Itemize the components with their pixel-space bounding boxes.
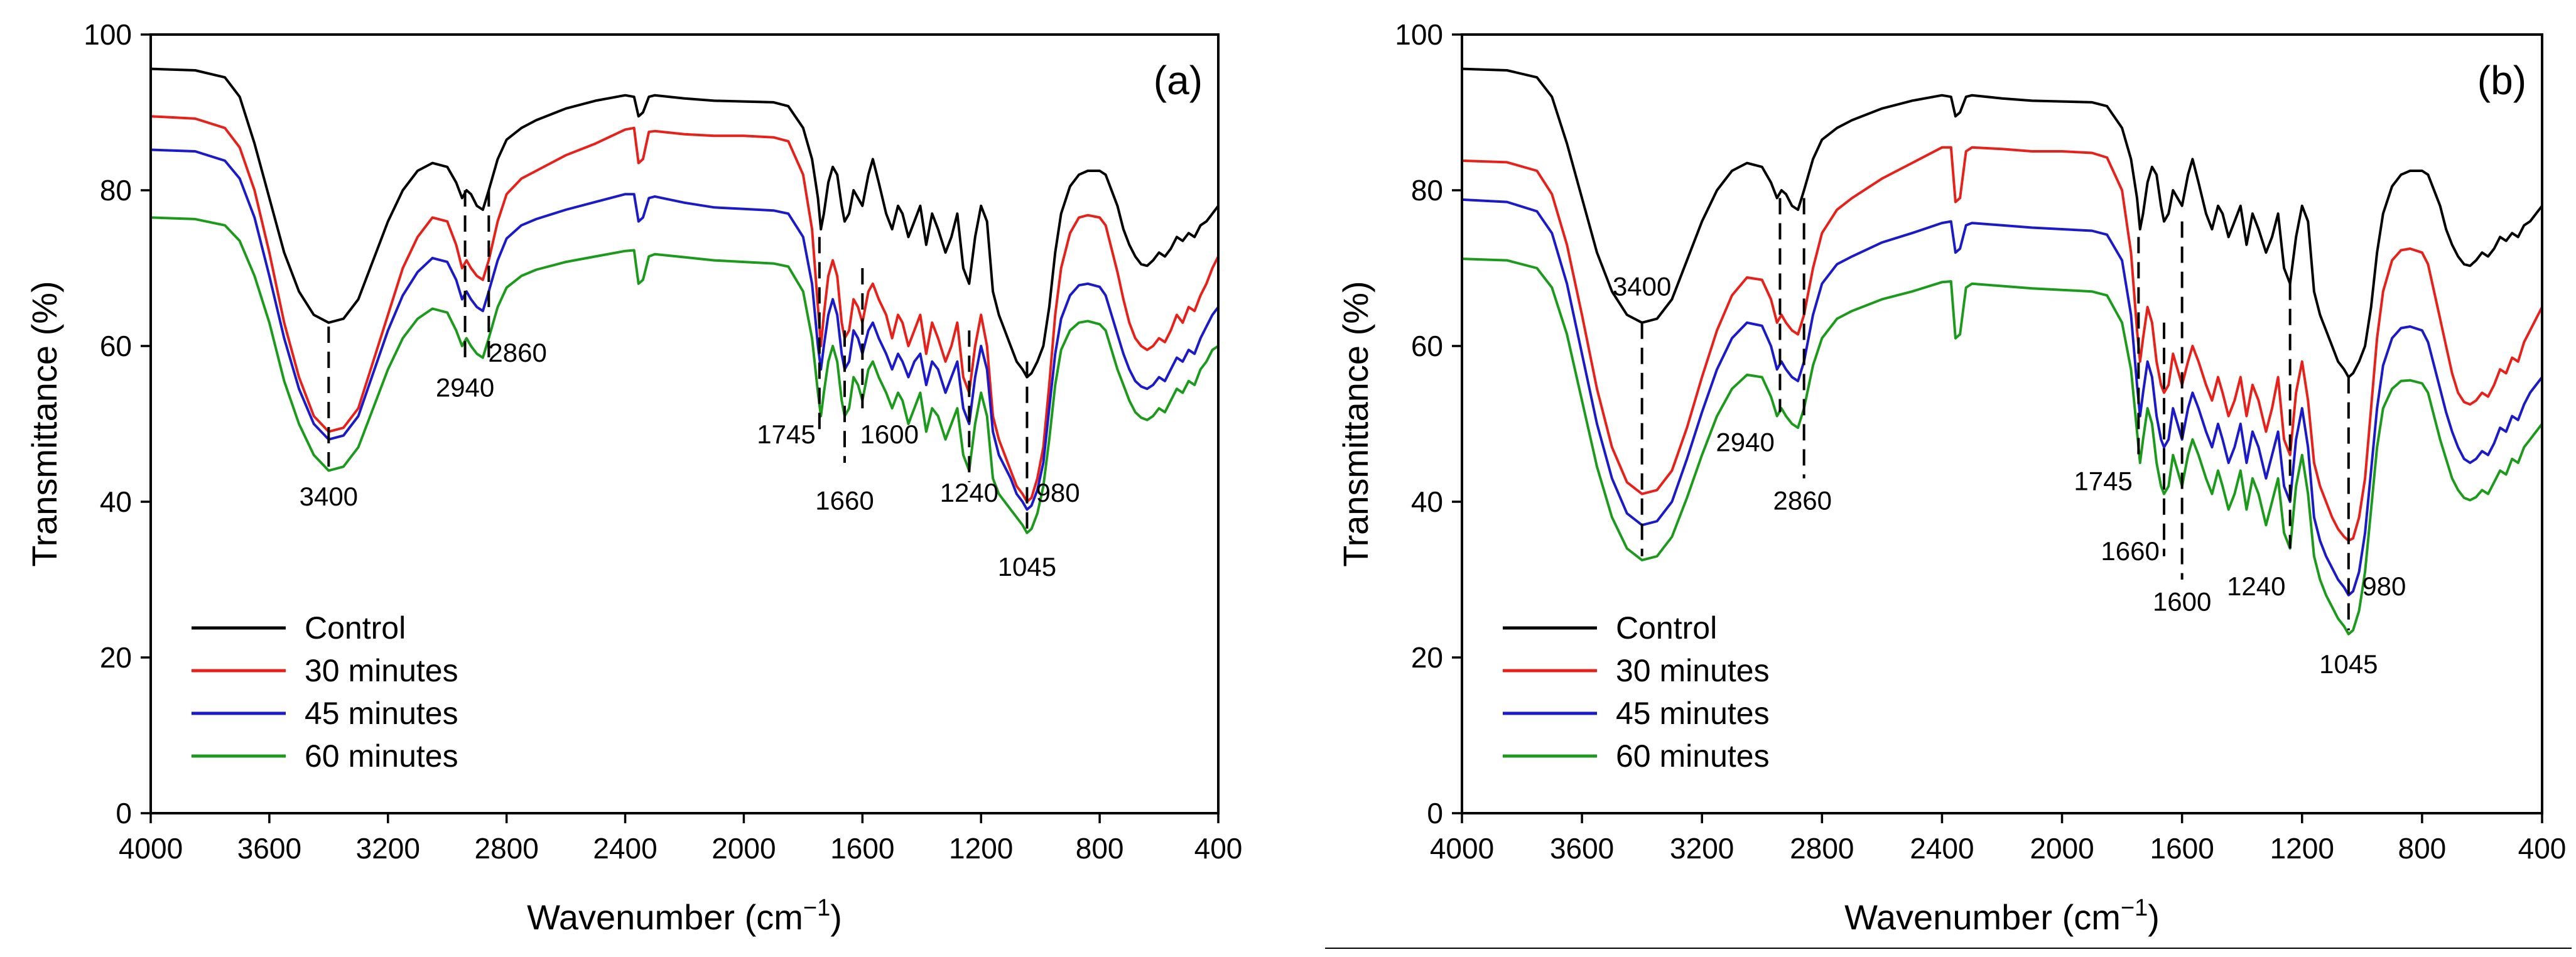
peak-label-1045: 1045 (2319, 649, 2378, 679)
peak-label-980: 980 (1036, 478, 1080, 507)
series-line-60-minutes (1461, 257, 2543, 635)
y-tick-label: 100 (84, 18, 132, 51)
y-tick-label: 100 (1395, 18, 1443, 51)
legend-label-45-minutes: 45 minutes (1616, 696, 1770, 731)
x-tick-label: 3200 (356, 832, 420, 865)
legend-label-control: Control (1616, 610, 1717, 646)
series-line-30-minutes (1461, 146, 2543, 542)
y-tick-label: 20 (100, 641, 132, 674)
legend-label-45-minutes: 45 minutes (305, 696, 458, 731)
series-line-45-minutes (1461, 198, 2543, 597)
legend-label-30-minutes: 30 minutes (305, 653, 458, 688)
y-tick-label: 0 (116, 797, 132, 830)
legend-label-60-minutes: 60 minutes (305, 738, 458, 774)
plot-frame (1461, 33, 2543, 814)
series-line-control (149, 67, 1220, 379)
x-tick-label: 1600 (830, 832, 894, 865)
legend-label-60-minutes: 60 minutes (1616, 738, 1770, 774)
peak-label-1600: 1600 (860, 419, 919, 449)
x-axis-title-close: ) (830, 897, 842, 937)
legend: Control 30 minutes 45 minutes 60 minutes (1503, 610, 1770, 774)
x-tick-label: 3600 (1550, 832, 1614, 865)
x-tick-label: 4000 (119, 832, 183, 865)
x-axis-title: Wavenumber (cm−1) (527, 895, 842, 937)
peak-label-980: 980 (2362, 571, 2406, 601)
peak-label-1660: 1660 (2101, 536, 2159, 566)
peak-label-2860: 2860 (1773, 485, 1832, 515)
x-tick-label: 3600 (237, 832, 301, 865)
y-tick-label: 0 (1427, 797, 1443, 830)
y-tick-label: 80 (1411, 174, 1443, 207)
x-tick-label: 2400 (593, 832, 657, 865)
x-tick-label: 2000 (2030, 832, 2094, 865)
series-line-45-minutes (149, 148, 1220, 511)
x-tick-label: 1200 (2270, 832, 2334, 865)
x-axis-title: Wavenumber (cm−1) (1844, 895, 2160, 937)
x-tick-label: 1600 (2150, 832, 2214, 865)
y-tick-label: 40 (100, 485, 132, 518)
x-tick-label: 400 (1194, 832, 1243, 865)
x-axis-title-main: Wavenumber (cm (527, 897, 803, 937)
y-axis-title: Transmittance (%) (24, 281, 64, 566)
y-tick-label: 40 (1411, 485, 1443, 518)
x-axis-title-main: Wavenumber (cm (1844, 897, 2121, 937)
x-tick-label: 2400 (1910, 832, 1974, 865)
peak-label-1240: 1240 (940, 478, 998, 507)
peak-label-3400: 3400 (300, 482, 358, 511)
peak-label-1240: 1240 (2227, 571, 2285, 601)
x-tick-label: 800 (1076, 832, 1124, 865)
peak-label-3400: 3400 (1613, 271, 1671, 301)
peak-label-2940: 2940 (436, 373, 494, 403)
legend-label-30-minutes: 30 minutes (1616, 653, 1770, 688)
peak-label-1045: 1045 (998, 552, 1056, 581)
peak-label-2860: 2860 (488, 338, 546, 367)
y-tick-label: 80 (100, 174, 132, 207)
peak-label-1660: 1660 (815, 485, 874, 515)
y-tick-label: 60 (100, 330, 132, 362)
x-tick-label: 800 (2398, 832, 2447, 865)
y-tick-label: 60 (1411, 330, 1443, 362)
x-tick-label: 2800 (1790, 832, 1854, 865)
x-tick-label: 1200 (949, 832, 1013, 865)
legend-label-control: Control (305, 610, 406, 646)
peak-label-2940: 2940 (1716, 427, 1774, 457)
x-tick-label: 400 (2518, 832, 2567, 865)
x-axis-title-sup: −1 (803, 895, 830, 921)
panel-label: (b) (2477, 58, 2526, 103)
series-line-60-minutes (149, 216, 1220, 534)
plot-frame (149, 33, 1220, 814)
x-axis-title-sup: −1 (2121, 895, 2148, 921)
y-axis-title: Transmittance (%) (1336, 281, 1375, 566)
y-tick-label: 20 (1411, 641, 1443, 674)
x-tick-label: 4000 (1430, 832, 1494, 865)
series-line-30-minutes (149, 115, 1220, 503)
peak-label-1745: 1745 (2074, 466, 2132, 495)
panel-label: (a) (1154, 58, 1203, 103)
peak-label-1600: 1600 (2153, 587, 2211, 617)
peak-label-1745: 1745 (757, 419, 815, 449)
x-tick-label: 2000 (712, 832, 776, 865)
legend: Control 30 minutes 45 minutes 60 minutes (192, 610, 458, 774)
x-tick-label: 3200 (1670, 832, 1734, 865)
series-line-control (1461, 67, 2543, 379)
x-axis-title-close: ) (2148, 897, 2160, 937)
x-tick-label: 2800 (474, 832, 538, 865)
